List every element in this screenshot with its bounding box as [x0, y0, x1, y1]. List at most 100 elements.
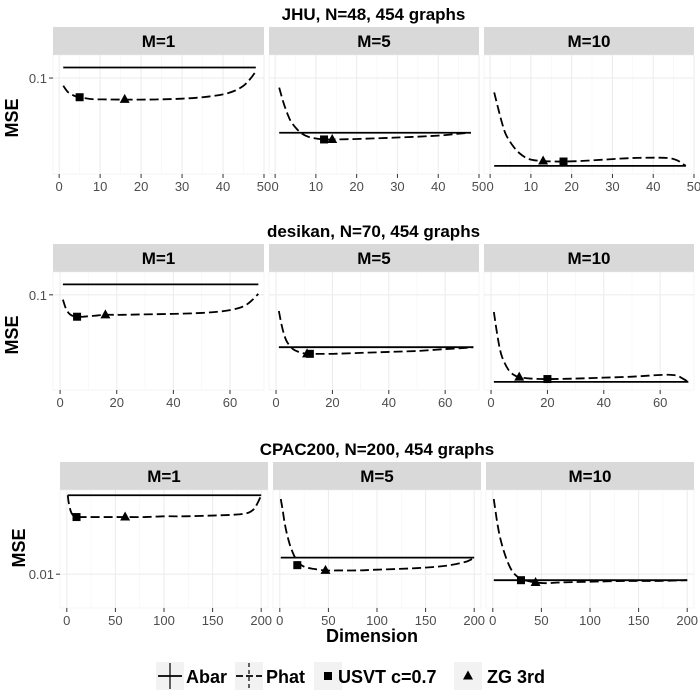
facet-strip [484, 244, 694, 272]
panel-m-5: M=5 0 10 20 30 40 50 [268, 27, 486, 194]
x-tick-label: 0 [487, 395, 494, 410]
x-tick-label: 50 [257, 179, 271, 194]
x-tick-label: 50 [687, 179, 700, 194]
facet-label: M=1 [142, 249, 176, 268]
point-usvt [73, 312, 82, 321]
legend-key-abar [156, 662, 184, 690]
facet-strip [486, 462, 694, 490]
facet-strip [53, 244, 264, 272]
x-tick-label: 20 [134, 179, 148, 194]
series-line-phat [493, 92, 687, 167]
y-axis-label: MSE [9, 528, 29, 567]
point-usvt [293, 561, 302, 570]
plot-area [52, 54, 265, 175]
x-tick-label: 20 [325, 395, 339, 410]
x-tick-label: 200 [676, 613, 698, 628]
x-tick-label: 40 [382, 395, 396, 410]
panel-m-1: M=1 0 50 100 150 200 0.01 [29, 462, 272, 628]
plot-area [483, 54, 695, 175]
chart-row-2: desikan, N=70, 454 graphs MSE M=1 0 20 40 60 0.… [2, 222, 695, 410]
facet-label: M=5 [360, 467, 394, 486]
point-usvt [559, 157, 568, 166]
x-tick-label: 10 [524, 179, 538, 194]
x-tick-label: 40 [597, 395, 611, 410]
chart-title: desikan, N=70, 454 graphs [267, 222, 480, 241]
x-axis-label: Dimension [326, 626, 418, 646]
y-tick-label: 0.1 [29, 288, 47, 303]
series-line-phat [62, 70, 257, 101]
legend-label: Abar [186, 667, 227, 687]
x-tick-label: 50 [472, 179, 486, 194]
chart-title: JHU, N=48, 454 graphs [282, 5, 466, 24]
facet-label: M=5 [357, 32, 391, 51]
facet-strip [60, 462, 268, 490]
legend-label: Phat [266, 667, 305, 687]
legend: Abar Phat USVT c=0.7 ZG 3rd [156, 662, 545, 690]
plot-area [268, 54, 480, 175]
point-usvt [543, 375, 552, 384]
y-tick-label: 0.1 [29, 71, 47, 86]
legend-triangle [463, 670, 473, 680]
point-zg [327, 133, 338, 143]
facet-label: M=1 [142, 32, 176, 51]
legend-key-zg [454, 662, 482, 690]
series-line-phat [278, 87, 471, 141]
x-tick-label: 20 [540, 395, 554, 410]
plot-area [52, 271, 265, 391]
x-tick-label: 0 [486, 179, 493, 194]
x-tick-label: 0 [56, 179, 63, 194]
facet-label: M=10 [568, 32, 611, 51]
x-tick-label: 200 [250, 613, 272, 628]
panel-m-10: M=10 0 10 20 30 40 50 [483, 27, 700, 194]
facet-label: M=1 [147, 467, 181, 486]
series-line-phat [492, 311, 689, 383]
x-tick-label: 40 [646, 179, 660, 194]
x-tick-label: 40 [216, 179, 230, 194]
x-tick-label: 0 [63, 613, 70, 628]
legend-square [324, 672, 332, 680]
y-axis-label: MSE [2, 315, 22, 354]
x-tick-label: 0 [272, 395, 279, 410]
x-tick-label: 30 [175, 179, 189, 194]
chart-title: CPAC200, N=200, 454 graphs [260, 440, 495, 459]
x-tick-label: 50 [534, 613, 548, 628]
panel-m-10: M=10 0 50 100 150 200 [485, 462, 698, 628]
x-tick-label: 10 [93, 179, 107, 194]
panel-m-5: M=5 0 50 100 150 200 [272, 462, 485, 628]
facet-strip [269, 27, 479, 55]
x-tick-label: 150 [415, 613, 437, 628]
plot-area [483, 271, 695, 391]
facet-strip [484, 27, 694, 55]
point-zg [302, 348, 313, 358]
x-tick-label: 50 [321, 613, 335, 628]
point-zg [120, 511, 131, 521]
facet-label: M=10 [569, 467, 612, 486]
x-tick-label: 100 [366, 613, 388, 628]
x-tick-label: 20 [349, 179, 363, 194]
point-usvt [320, 135, 329, 144]
x-tick-label: 50 [108, 613, 122, 628]
legend-label: USVT c=0.7 [338, 667, 437, 687]
point-usvt [516, 576, 525, 585]
x-tick-label: 0 [489, 613, 496, 628]
x-tick-label: 60 [653, 395, 667, 410]
point-zg [100, 309, 111, 319]
panel-m-1: M=1 0 10 20 30 40 50 0.1 [29, 27, 271, 194]
x-tick-label: 20 [109, 395, 123, 410]
x-tick-label: 0 [271, 179, 278, 194]
x-tick-label: 30 [390, 179, 404, 194]
panel-m-10: M=10 0 20 40 60 [483, 244, 695, 410]
x-tick-label: 10 [309, 179, 323, 194]
y-axis-label: MSE [2, 98, 22, 137]
facet-strip [273, 462, 481, 490]
point-usvt [72, 513, 81, 522]
legend-key-phat [235, 662, 263, 690]
x-tick-label: 20 [564, 179, 578, 194]
facet-label: M=5 [357, 249, 391, 268]
x-tick-label: 100 [579, 613, 601, 628]
point-zg [119, 93, 130, 103]
legend-label: ZG 3rd [487, 667, 545, 687]
